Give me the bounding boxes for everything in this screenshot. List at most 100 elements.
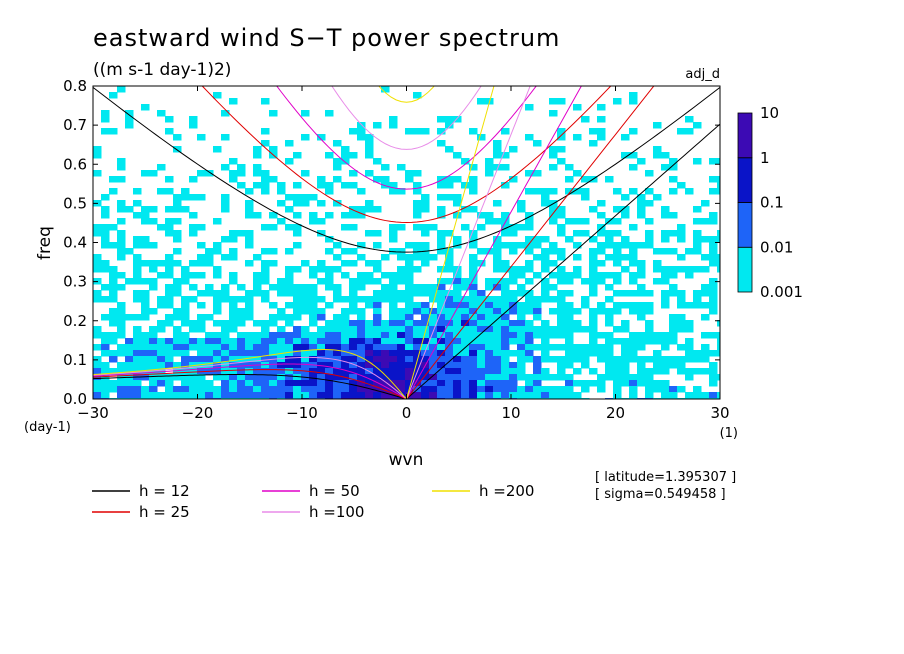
heatmap-cell: [117, 284, 126, 291]
heatmap-cell: [141, 260, 150, 267]
heatmap-cell: [165, 374, 174, 381]
heatmap-cell: [437, 290, 446, 297]
heatmap-cell: [213, 308, 222, 315]
heatmap-cell: [117, 392, 126, 399]
heatmap-cell: [605, 236, 614, 243]
heatmap-cell: [421, 386, 430, 393]
heatmap-cell: [541, 368, 550, 375]
heatmap-cell: [197, 170, 206, 177]
heatmap-cell: [501, 368, 510, 375]
heatmap-cell: [349, 338, 358, 345]
heatmap-cell: [413, 242, 422, 249]
heatmap-cell: [701, 368, 710, 375]
heatmap-cell: [637, 242, 646, 249]
colorbar-swatch: [737, 157, 753, 203]
heatmap-cell: [581, 176, 590, 183]
heatmap-cell: [237, 170, 246, 177]
heatmap-cell: [557, 368, 566, 375]
heatmap-cell: [589, 368, 598, 375]
heatmap-cell: [429, 368, 438, 375]
heatmap-cell: [309, 368, 318, 375]
heatmap-cell: [645, 308, 654, 315]
heatmap-cell: [469, 362, 478, 369]
colorbar-label: 10: [760, 104, 779, 122]
heatmap-cell: [317, 176, 326, 183]
heatmap-cell: [637, 368, 646, 375]
heatmap-cell: [173, 392, 182, 399]
heatmap-cell: [397, 224, 406, 231]
heatmap-cell: [477, 248, 486, 255]
heatmap-cell: [397, 356, 406, 363]
heatmap-cell: [101, 116, 110, 123]
heatmap-cell: [181, 266, 190, 273]
heatmap-cell: [293, 368, 302, 375]
heatmap-cell: [437, 320, 446, 327]
heatmap-cell: [421, 320, 430, 327]
heatmap-cell: [405, 380, 414, 387]
heatmap-cell: [341, 212, 350, 219]
heatmap-cell: [565, 164, 574, 171]
heatmap-cell: [253, 182, 262, 189]
inertia-gravity-line: [276, 86, 537, 190]
heatmap-cell: [645, 392, 654, 399]
heatmap-cell: [341, 362, 350, 369]
heatmap-cell: [397, 380, 406, 387]
heatmap-cell: [333, 344, 342, 351]
heatmap-cell: [477, 290, 486, 297]
heatmap-cell: [541, 284, 550, 291]
heatmap-cell: [189, 320, 198, 327]
heatmap-cell: [221, 338, 230, 345]
heatmap-cell: [301, 332, 310, 339]
heatmap-cell: [525, 386, 534, 393]
heatmap-cell: [685, 356, 694, 363]
heatmap-cell: [301, 350, 310, 357]
heatmap-cell: [469, 290, 478, 297]
heatmap-cell: [157, 374, 166, 381]
heatmap-cell: [141, 344, 150, 351]
heatmap-cell: [93, 362, 102, 369]
chart-units: ((m s-1 day-1)2): [93, 60, 231, 80]
heatmap-cell: [661, 290, 670, 297]
annotation-latitude: [ latitude=1.395307 ]: [595, 470, 736, 485]
heatmap-cell: [277, 368, 286, 375]
heatmap-cell: [517, 290, 526, 297]
heatmap-cell: [381, 296, 390, 303]
heatmap-cell: [109, 338, 118, 345]
heatmap-cell: [301, 326, 310, 333]
heatmap-cell: [461, 374, 470, 381]
heatmap-cell: [525, 296, 534, 303]
heatmap-cell: [581, 350, 590, 357]
heatmap-cell: [605, 368, 614, 375]
heatmap-cell: [237, 314, 246, 321]
heatmap-cell: [365, 356, 374, 363]
heatmap-cell: [637, 332, 646, 339]
heatmap-cell: [269, 284, 278, 291]
heatmap-cell: [437, 212, 446, 219]
heatmap-cell: [333, 176, 342, 183]
heatmap-cell: [541, 194, 550, 201]
heatmap-cell: [549, 272, 558, 279]
kelvin-wave-line: [406, 86, 582, 399]
heatmap-cell: [197, 194, 206, 201]
heatmap-cell: [549, 146, 558, 153]
heatmap-cell: [261, 362, 270, 369]
heatmap-cell: [357, 284, 366, 291]
heatmap-cell: [269, 380, 278, 387]
heatmap-cell: [293, 380, 302, 387]
heatmap-cell: [221, 200, 230, 207]
heatmap-cell: [509, 362, 518, 369]
heatmap-cell: [541, 326, 550, 333]
heatmap-cell: [365, 320, 374, 327]
heatmap-cell: [693, 242, 702, 249]
heatmap-cell: [101, 332, 110, 339]
heatmap-cell: [493, 326, 502, 333]
heatmap-cell: [717, 266, 720, 273]
heatmap-cell: [557, 302, 566, 309]
heatmap-cell: [413, 344, 422, 351]
heatmap-cell: [397, 278, 406, 285]
heatmap-cell: [93, 230, 102, 237]
heatmap-cell: [709, 284, 718, 291]
heatmap-cell: [485, 374, 494, 381]
heatmap-cell: [541, 188, 550, 195]
heatmap-cell: [333, 356, 342, 363]
